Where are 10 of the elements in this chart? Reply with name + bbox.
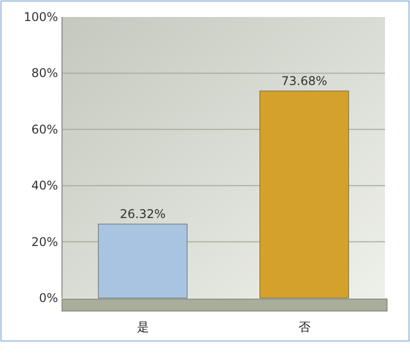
x-tick-label: 是 <box>136 320 149 334</box>
data-label: 73.68% <box>281 74 328 88</box>
y-tick-label: 100% <box>24 10 58 24</box>
y-tick-label: 40% <box>31 178 58 193</box>
y-tick-label: 60% <box>31 122 58 136</box>
y-tick-label: 20% <box>31 234 58 249</box>
x-tick-label: 否 <box>298 320 310 334</box>
y-tick-label: 0% <box>38 291 58 305</box>
data-label: 26.32% <box>120 207 166 222</box>
y-tick-label: 80% <box>31 66 58 80</box>
